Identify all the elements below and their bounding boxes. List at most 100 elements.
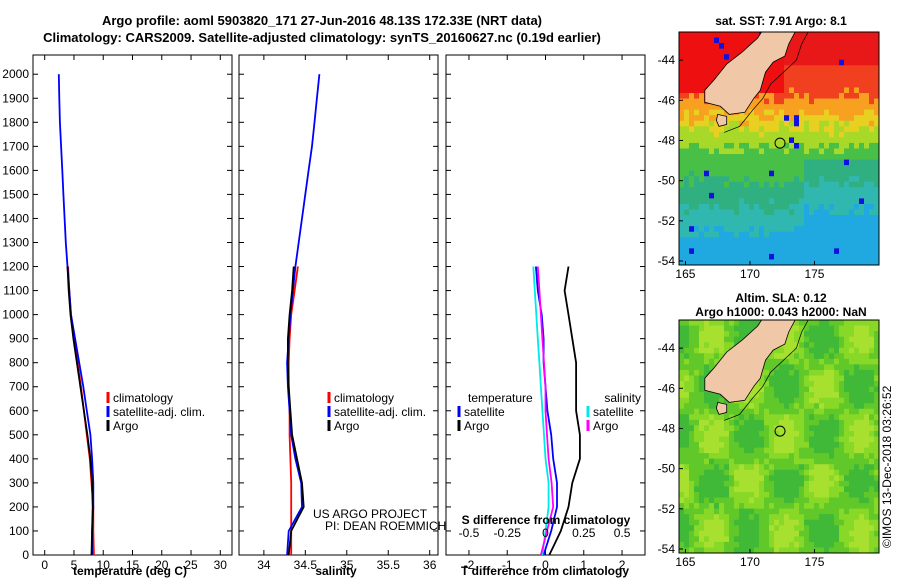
sla-map-cell <box>784 469 790 476</box>
sla-map-cell <box>854 397 860 404</box>
sst-map-cell <box>804 43 810 50</box>
sla-map-cell <box>794 514 800 521</box>
sla-map-cell <box>804 447 810 454</box>
sst-map-cell <box>809 115 815 122</box>
sst-map-cell <box>779 93 785 100</box>
sst-map-cell <box>764 198 770 205</box>
sst-map-cell <box>709 165 715 172</box>
sla-map-cell <box>849 364 855 371</box>
sla-map-cell <box>774 491 780 499</box>
sst-map-cell <box>809 98 815 105</box>
sst-map-cell <box>859 37 865 44</box>
sla-map-cell <box>679 442 685 449</box>
sst-map-cell <box>834 242 840 249</box>
sst-map-cell <box>759 120 765 127</box>
sla-map-cell <box>799 447 805 454</box>
sst-map-cell <box>809 81 815 89</box>
sla-map-cell <box>789 480 795 488</box>
sst-map-cell <box>804 54 810 61</box>
sla-map-ytick-label: -52 <box>658 502 676 516</box>
sst-map-cell <box>784 98 790 105</box>
sla-map-cell <box>814 436 820 443</box>
sla-map-cell <box>729 491 735 499</box>
sla-map-cell <box>774 469 780 476</box>
sst-map-cell <box>739 154 745 161</box>
sst-map-cell <box>859 104 865 111</box>
sst-map-cell <box>814 54 820 61</box>
sla-map-cell <box>844 464 850 471</box>
sst-map-cell <box>814 115 820 122</box>
sla-map-cell <box>839 514 845 521</box>
sla-map-cell <box>769 358 775 365</box>
sla-map-cell <box>844 392 850 399</box>
sla-map-cell <box>854 386 860 393</box>
sla-map-cell <box>789 408 795 415</box>
sst-map-cell <box>769 226 775 233</box>
sla-map-cell <box>724 325 730 332</box>
sla-map-cell <box>749 514 755 521</box>
sla-map-cell <box>799 381 805 388</box>
sla-map-cell <box>744 503 750 510</box>
sla-map-cell <box>784 414 790 421</box>
depth-tick-label: 1400 <box>2 211 29 225</box>
sst-map-cell <box>694 237 700 244</box>
sst-map-cell <box>839 43 845 50</box>
sla-map-cell <box>709 464 715 471</box>
sst-map-cell <box>779 253 785 261</box>
sla-map-cell <box>784 458 790 465</box>
sla-map-cell <box>819 514 825 521</box>
sla-map-cell <box>739 547 745 553</box>
sst-map-cell <box>694 104 700 111</box>
sla-map-cell <box>869 469 875 476</box>
sst-map-cell <box>824 170 830 177</box>
sst-map-cell <box>734 159 740 166</box>
sst-map-cell <box>869 187 875 194</box>
sla-map-cell <box>759 442 765 449</box>
sst-map-cell <box>724 209 730 216</box>
sla-map-cell <box>794 425 800 432</box>
sst-map-cell <box>744 209 750 216</box>
sla-map-cell <box>784 403 790 410</box>
sst-map-cell <box>849 37 855 44</box>
sst-map-cell <box>809 154 815 161</box>
sla-map-cell <box>794 436 800 443</box>
sst-map-cell <box>764 70 770 77</box>
sla-map-cell <box>694 514 700 521</box>
sst-map-cell <box>709 126 715 133</box>
sla-map-cell <box>774 486 780 493</box>
sla-stewart-island <box>715 401 728 415</box>
sla-map-cell <box>804 386 810 393</box>
sst-map-cell <box>854 37 860 44</box>
sst-map-cell <box>789 215 795 222</box>
sst-map-cell <box>824 215 830 222</box>
sla-map-cell <box>784 503 790 510</box>
sla-map-cell <box>814 541 820 549</box>
sla-map-cell <box>844 381 850 388</box>
sla-map-cell <box>679 536 685 543</box>
sst-map-cell <box>709 142 715 150</box>
sla-map-cell <box>694 430 700 438</box>
sla-map-cell <box>729 464 735 471</box>
sla-map-cell <box>724 347 730 354</box>
sst-map-cell <box>874 81 879 89</box>
sst-map-cell <box>834 203 840 211</box>
sst-map-cell <box>744 37 750 44</box>
sst-map-cell <box>704 198 710 205</box>
sst-map-cell <box>789 220 795 227</box>
sla-map-cell <box>804 458 810 465</box>
sla-map-cell <box>749 475 755 482</box>
project-label: US ARGO PROJECT <box>313 507 428 521</box>
sla-map-cell <box>779 503 785 510</box>
pi-label: PI: DEAN ROEMMICH <box>325 519 446 533</box>
sst-map-cell <box>784 176 790 183</box>
sla-map-cell <box>834 508 840 515</box>
sst-map-cell <box>774 198 780 205</box>
sla-map-cell <box>784 408 790 415</box>
sla-map-cell <box>689 392 695 399</box>
temp-xtick-label: 10 <box>97 558 111 572</box>
sla-map-cell <box>814 464 820 471</box>
sst-map-cell <box>789 253 795 261</box>
sla-map-cell <box>809 491 815 499</box>
sla-map-cell <box>689 358 695 365</box>
sst-map-cell <box>829 142 835 150</box>
